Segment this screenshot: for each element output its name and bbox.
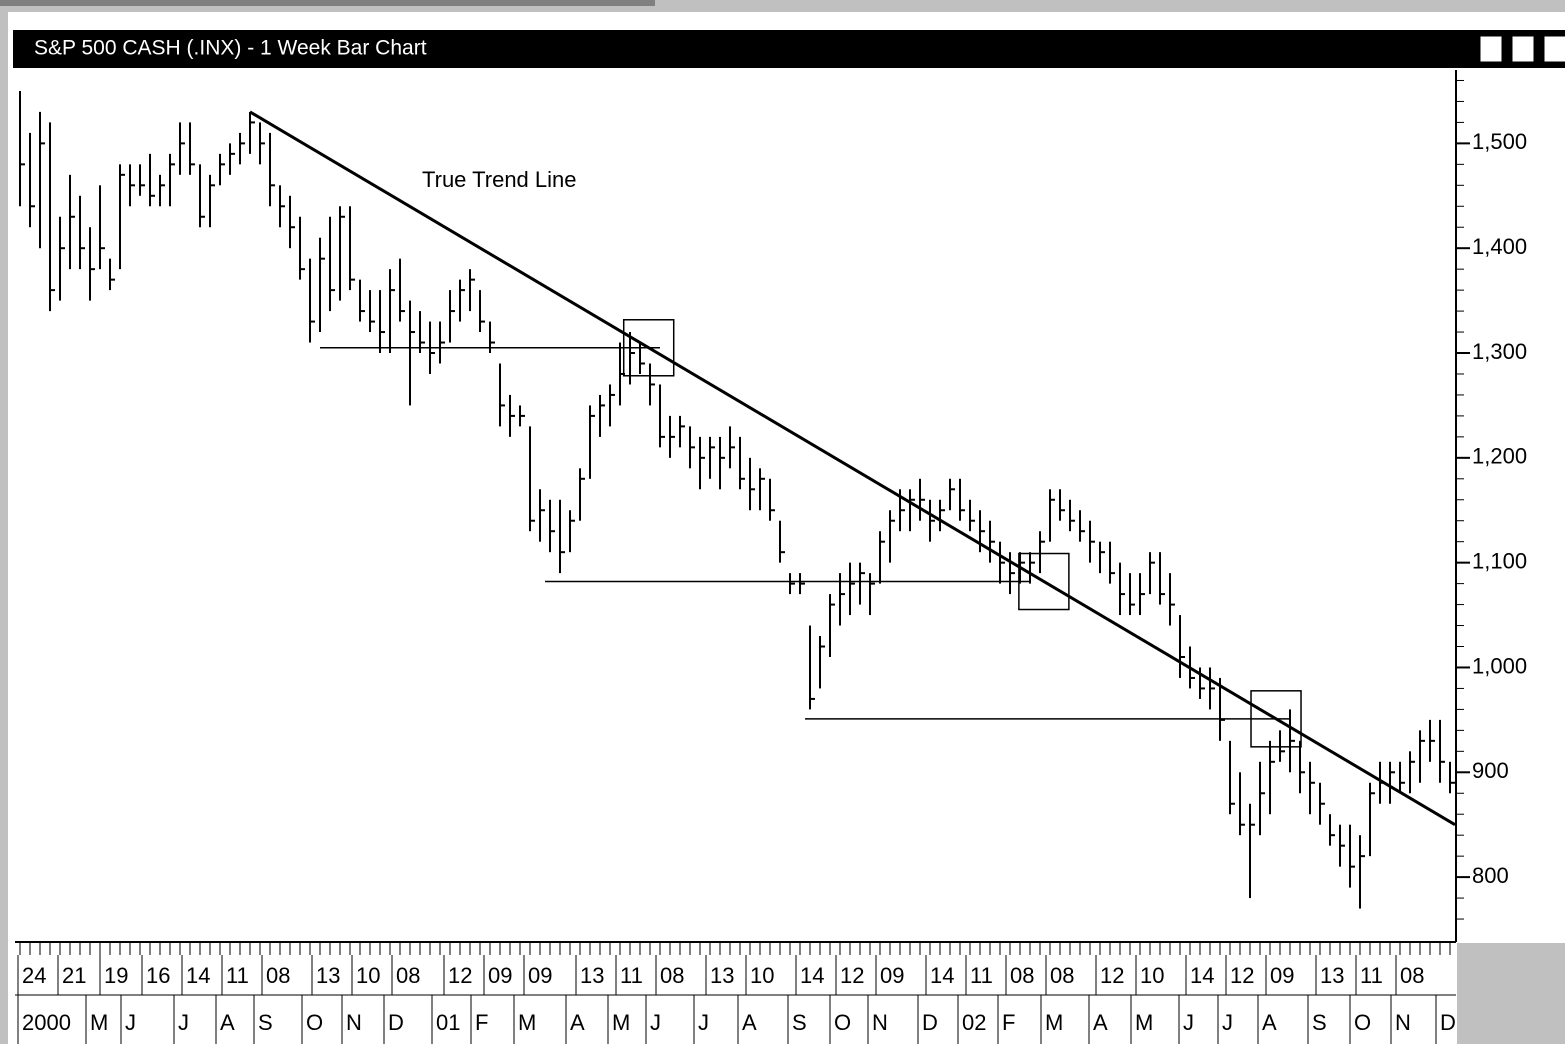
trend-line xyxy=(249,110,1456,826)
month-label: M xyxy=(612,1010,630,1035)
day-label: 09 xyxy=(488,963,512,988)
y-tick-label: 1,400 xyxy=(1472,234,1527,259)
month-label: J xyxy=(1222,1010,1233,1035)
month-label: D xyxy=(1440,1010,1456,1035)
month-label: M xyxy=(90,1010,108,1035)
minimize-button[interactable] xyxy=(1479,35,1503,63)
y-tick-label: 1,500 xyxy=(1472,129,1527,154)
day-label: 14 xyxy=(800,963,824,988)
month-label: J xyxy=(125,1010,136,1035)
month-label: M xyxy=(1045,1010,1063,1035)
month-label: S xyxy=(1312,1010,1327,1035)
day-label: 11 xyxy=(620,963,643,988)
day-label: 08 xyxy=(266,963,290,988)
day-label: 08 xyxy=(1010,963,1034,988)
y-tick-label: 800 xyxy=(1472,863,1509,888)
day-label: 11 xyxy=(226,963,249,988)
day-label: 09 xyxy=(880,963,904,988)
day-label: 09 xyxy=(1270,963,1294,988)
day-label: 13 xyxy=(316,963,340,988)
day-label: 13 xyxy=(1320,963,1344,988)
restore-button[interactable] xyxy=(1511,35,1535,63)
y-tick-label: 900 xyxy=(1472,758,1509,783)
month-label: J xyxy=(650,1010,661,1035)
month-label: N xyxy=(872,1010,888,1035)
y-tick-label: 1,300 xyxy=(1472,339,1527,364)
day-label: 12 xyxy=(1230,963,1254,988)
day-label: 08 xyxy=(1050,963,1074,988)
left-frame xyxy=(0,12,8,1044)
month-label: O xyxy=(306,1010,323,1035)
day-label: 10 xyxy=(750,963,774,988)
month-label: A xyxy=(1093,1010,1108,1035)
month-label: S xyxy=(258,1010,273,1035)
month-label: M xyxy=(518,1010,536,1035)
month-label: J xyxy=(178,1010,189,1035)
day-label: 10 xyxy=(1140,963,1164,988)
month-label: N xyxy=(1395,1010,1411,1035)
day-label: 10 xyxy=(356,963,380,988)
month-label: N xyxy=(346,1010,362,1035)
tab-strip xyxy=(0,0,655,6)
day-label: 12 xyxy=(448,963,472,988)
corner-cover xyxy=(1457,943,1565,1044)
day-label: 12 xyxy=(1100,963,1124,988)
month-label: A xyxy=(570,1010,585,1035)
month-label: S xyxy=(792,1010,807,1035)
day-label: 13 xyxy=(580,963,604,988)
day-label: 12 xyxy=(840,963,864,988)
month-label: A xyxy=(742,1010,757,1035)
month-label: J xyxy=(698,1010,709,1035)
trend-line-label: True Trend Line xyxy=(422,167,577,192)
day-label: 19 xyxy=(104,963,128,988)
intersection-box xyxy=(1250,690,1302,748)
month-label: J xyxy=(1183,1010,1194,1035)
month-label: F xyxy=(1002,1010,1015,1035)
day-label: 16 xyxy=(146,963,170,988)
day-label: 14 xyxy=(1190,963,1214,988)
day-label: 14 xyxy=(186,963,210,988)
month-label: F xyxy=(475,1010,488,1035)
y-tick-label: 1,200 xyxy=(1472,444,1527,469)
month-label: 01 xyxy=(436,1010,460,1035)
day-label: 14 xyxy=(930,963,954,988)
month-label: O xyxy=(834,1010,851,1035)
y-tick-label: 1,100 xyxy=(1472,548,1527,573)
day-label: 08 xyxy=(1400,963,1424,988)
day-label: 11 xyxy=(1360,963,1383,988)
month-label: D xyxy=(922,1010,938,1035)
day-label: 24 xyxy=(22,963,46,988)
chart-title: S&P 500 CASH (.INX) - 1 Week Bar Chart xyxy=(34,37,427,60)
day-label: 21 xyxy=(62,963,86,988)
month-label: D xyxy=(388,1010,404,1035)
intersection-box xyxy=(1018,552,1070,611)
intersection-box xyxy=(622,319,675,377)
day-label: 08 xyxy=(396,963,420,988)
month-label: A xyxy=(220,1010,235,1035)
month-label: 2000 xyxy=(22,1010,71,1035)
title-bar xyxy=(13,30,1565,68)
day-label: 08 xyxy=(660,963,684,988)
day-label: 13 xyxy=(710,963,734,988)
month-label: M xyxy=(1135,1010,1153,1035)
day-label: 11 xyxy=(970,963,993,988)
day-label: 09 xyxy=(528,963,552,988)
close-button[interactable] xyxy=(1543,35,1565,63)
month-label: 02 xyxy=(962,1010,986,1035)
month-label: O xyxy=(1354,1010,1371,1035)
month-label: A xyxy=(1262,1010,1277,1035)
y-tick-label: 1,000 xyxy=(1472,653,1527,678)
